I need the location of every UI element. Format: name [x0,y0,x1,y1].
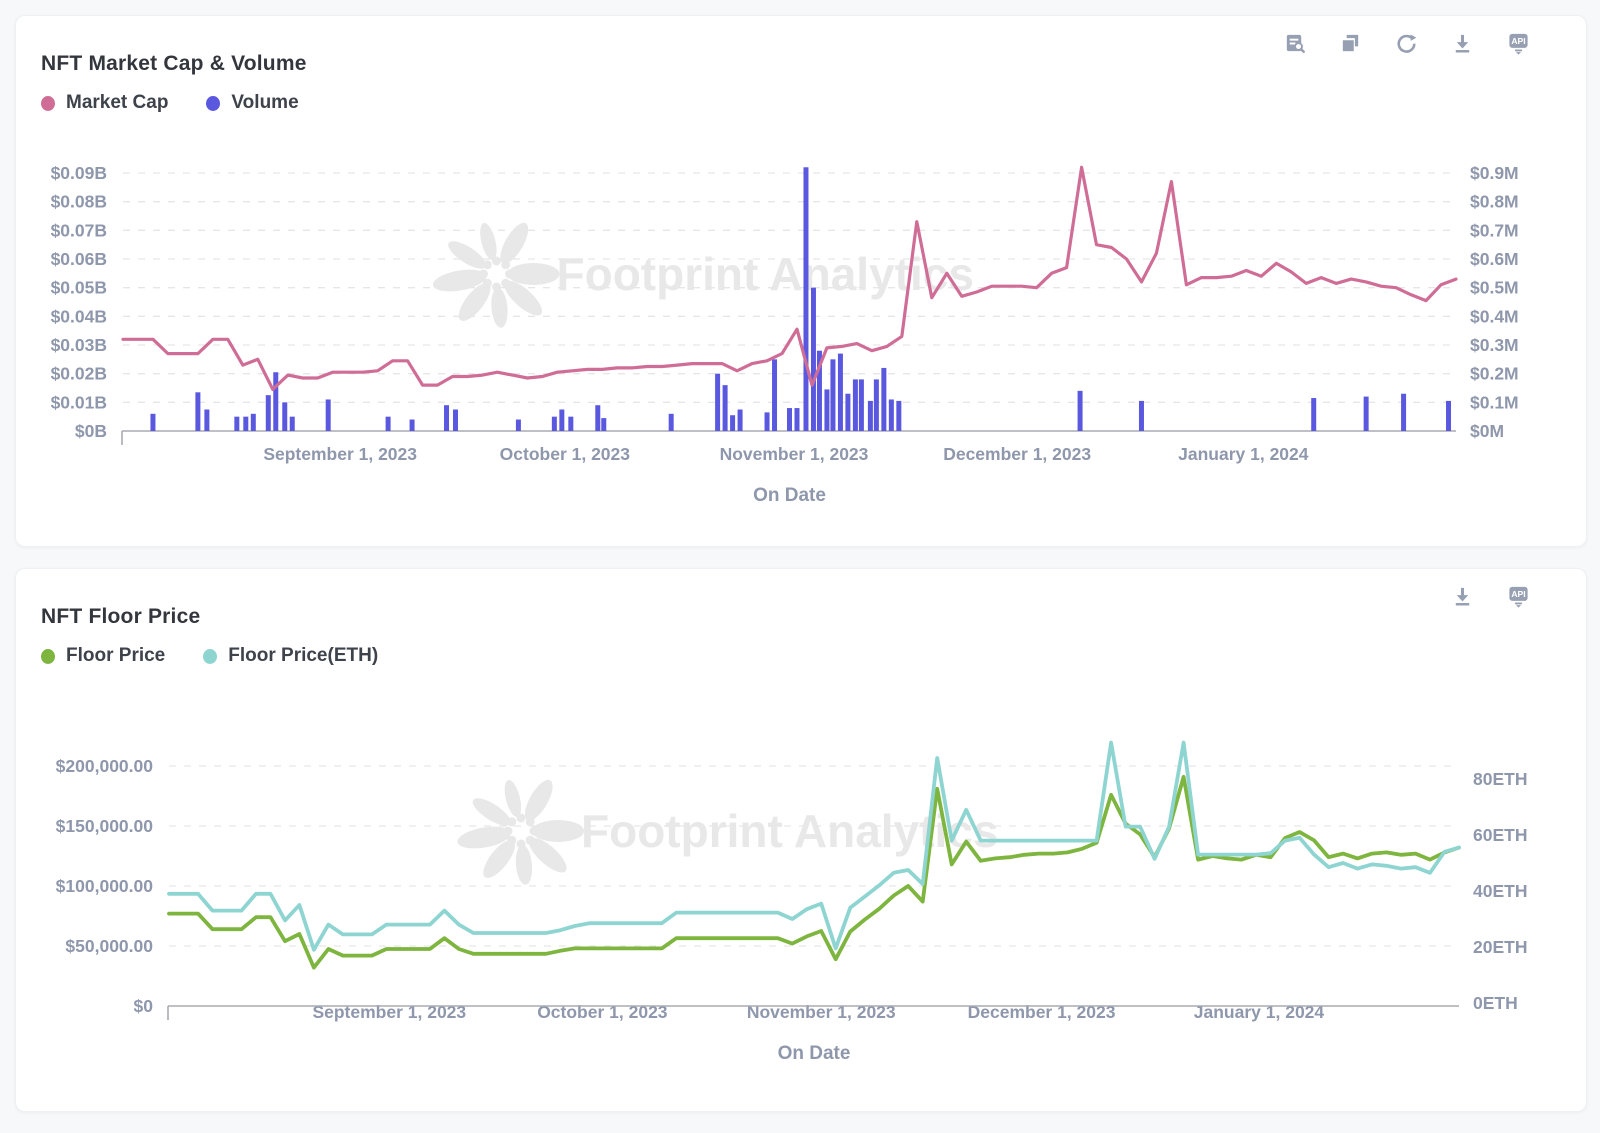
svg-text:$0.04B: $0.04B [51,306,107,326]
x-axis [121,430,1456,445]
legend-item-floor-price[interactable]: Floor Price [41,645,165,667]
svg-text:October 1, 2023: October 1, 2023 [537,1002,668,1022]
svg-text:$0.1M: $0.1M [1470,392,1519,412]
volume-bars [150,167,1452,431]
svg-text:80ETH: 80ETH [1473,769,1527,789]
svg-text:$0.3M: $0.3M [1470,335,1519,355]
floor-price-line [167,774,1461,970]
svg-text:$0.7M: $0.7M [1470,220,1519,240]
svg-text:$0.6M: $0.6M [1470,249,1519,269]
floor-price-chart[interactable]: Footprint Analytics $200,000.00 $150,000.0… [16,569,1586,1111]
footprint-watermark: Footprint Analytics [457,779,998,885]
duplicate-icon[interactable] [1339,32,1362,55]
footprint-watermark: Footprint Analytics [432,222,974,328]
svg-text:$0: $0 [134,996,154,1016]
chart2-legend: Floor Price Floor Price(ETH) [41,645,378,667]
chart1-toolbar: API [1283,32,1530,55]
svg-text:September 1, 2023: September 1, 2023 [263,444,417,464]
refresh-icon[interactable] [1395,32,1418,55]
svg-text:$50,000.00: $50,000.00 [65,936,153,956]
floor-price-eth-dot [203,648,218,664]
api-icon[interactable]: API [1507,585,1530,608]
svg-text:$150,000.00: $150,000.00 [56,816,154,836]
chart1-header: NFT Market Cap & Volume Market Cap Volum… [41,52,307,114]
svg-text:September 1, 2023: September 1, 2023 [312,1002,466,1022]
svg-text:December 1, 2023: December 1, 2023 [968,1002,1116,1022]
svg-text:$0.8M: $0.8M [1470,192,1519,212]
gridlines [169,765,1459,947]
chart1-legend: Market Cap Volume [41,92,307,114]
floor-price-label: Floor Price [66,645,166,666]
svg-text:40ETH: 40ETH [1473,881,1527,901]
svg-text:January 1, 2024: January 1, 2024 [1178,444,1309,464]
svg-text:January 1, 2024: January 1, 2024 [1194,1002,1325,1022]
api-icon[interactable]: API [1507,32,1530,55]
legend-item-market-cap[interactable]: Market Cap [41,92,168,114]
chart2-title: NFT Floor Price [41,605,201,628]
volume-dot [206,95,221,111]
chart2-toolbar: API [1451,585,1530,608]
svg-text:20ETH: 20ETH [1473,937,1527,957]
legend-item-volume[interactable]: Volume [206,92,299,114]
market-cap-line [121,165,1458,391]
volume-label: Volume [231,92,299,113]
svg-text:$0.9M: $0.9M [1470,163,1519,183]
svg-text:$200,000.00: $200,000.00 [56,756,154,776]
svg-text:November 1, 2023: November 1, 2023 [747,1002,896,1022]
download-icon[interactable] [1451,32,1474,55]
floor-price-card: API NFT Floor Price Floor Price Floor Pr… [15,568,1587,1112]
axis-labels: $200,000.00 $150,000.00 $100,000.00 $50,000… [56,756,1528,1064]
svg-text:$0.08B: $0.08B [51,192,107,212]
axis-labels: $0.09B $0.08B $0.07B $0.06B $0.05B $0.04B $0.0… [51,163,1519,506]
svg-text:November 1, 2023: November 1, 2023 [720,444,869,464]
market-cap-label: Market Cap [66,92,169,113]
svg-text:60ETH: 60ETH [1473,825,1527,845]
svg-text:$0.2M: $0.2M [1470,364,1519,384]
svg-text:December 1, 2023: December 1, 2023 [943,444,1091,464]
svg-text:October 1, 2023: October 1, 2023 [500,444,631,464]
floor-price-dot [41,648,55,664]
x-axis [167,1005,1459,1020]
svg-text:Footprint Analytics: Footprint Analytics [557,248,974,300]
svg-text:$0.09B: $0.09B [51,163,107,183]
legend-item-floor-price-eth[interactable]: Floor Price(ETH) [203,645,378,667]
svg-text:$0.03B: $0.03B [51,335,107,355]
svg-text:$0B: $0B [75,421,107,441]
svg-text:On Date: On Date [778,1043,851,1064]
svg-text:$100,000.00: $100,000.00 [56,876,154,896]
download-icon[interactable] [1451,585,1474,608]
chart1-title: NFT Market Cap & Volume [41,52,307,75]
gridlines [123,172,1456,403]
svg-text:0ETH: 0ETH [1473,993,1518,1013]
svg-text:$0.02B: $0.02B [51,364,107,384]
market-cap-dot [41,95,55,111]
chart2-header: NFT Floor Price Floor Price Floor Price(… [41,605,378,667]
market-cap-volume-card: API NFT Market Cap & Volume Market Cap V… [15,15,1587,547]
svg-text:$0.05B: $0.05B [51,278,107,298]
svg-text:API: API [1511,36,1525,46]
svg-text:$0.07B: $0.07B [51,220,107,240]
svg-text:$0.4M: $0.4M [1470,306,1519,326]
market-cap-volume-chart[interactable]: Footprint Analytics$0.09B$0.08B$0.07B$0.… [16,16,1586,546]
query-data-icon[interactable] [1283,32,1306,55]
svg-text:On Date: On Date [753,485,826,506]
floor-price-eth-label: Floor Price(ETH) [228,645,379,666]
svg-text:$0M: $0M [1470,421,1504,441]
svg-text:$0.06B: $0.06B [51,249,107,269]
floor-price-eth--line [167,740,1461,952]
svg-text:$0.01B: $0.01B [51,392,107,412]
svg-text:$0.5M: $0.5M [1470,278,1519,298]
svg-text:API: API [1511,589,1525,599]
